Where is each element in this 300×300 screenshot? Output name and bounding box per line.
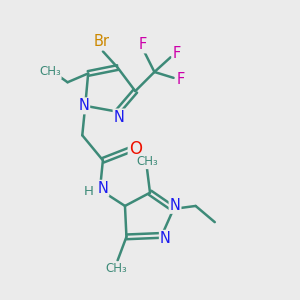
Text: F: F (172, 46, 181, 61)
Text: CH₃: CH₃ (105, 262, 127, 275)
Text: CH₃: CH₃ (136, 155, 158, 168)
Text: N: N (98, 181, 108, 196)
Text: H: H (84, 185, 94, 198)
Text: F: F (176, 72, 184, 87)
Text: N: N (114, 110, 124, 124)
Text: CH₃: CH₃ (39, 65, 61, 79)
Text: Br: Br (93, 34, 110, 50)
Text: N: N (169, 198, 181, 213)
Text: N: N (160, 231, 171, 246)
Text: F: F (139, 38, 147, 52)
Text: O: O (129, 140, 142, 158)
Text: N: N (78, 98, 89, 113)
